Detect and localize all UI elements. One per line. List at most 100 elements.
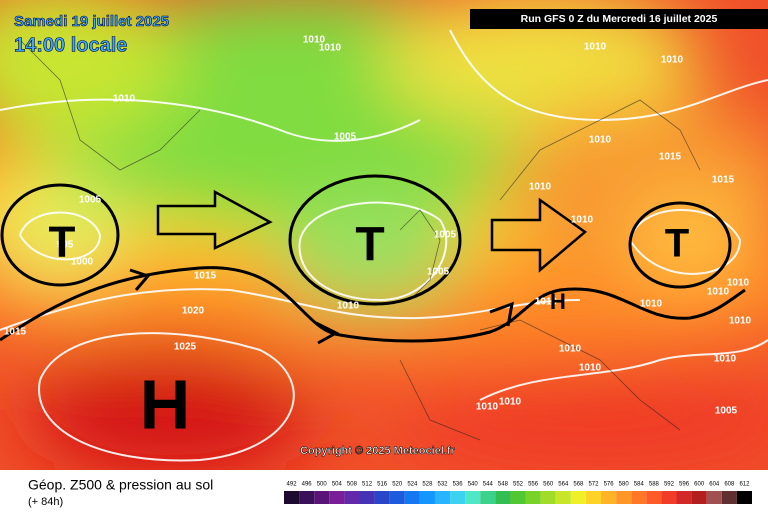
- legend-swatch: [465, 491, 481, 504]
- legend-label: 556: [528, 482, 539, 488]
- isobar-label: 1010: [640, 299, 663, 310]
- run-banner: [470, 9, 768, 29]
- legend-swatch: [676, 491, 692, 504]
- legend-swatch: [691, 491, 707, 504]
- footer-lead: (+ 84h): [28, 496, 63, 508]
- legend-label: 496: [302, 482, 313, 488]
- legend-swatch: [540, 491, 556, 504]
- legend-swatch: [344, 491, 360, 504]
- legend-label: 592: [664, 482, 675, 488]
- legend-label: 492: [287, 482, 298, 488]
- legend-label: 584: [634, 482, 645, 488]
- isobar-label: 1005: [715, 406, 738, 417]
- legend-label: 512: [362, 482, 373, 488]
- isobar-label: 1010: [535, 297, 558, 308]
- legend-label: 528: [422, 482, 433, 488]
- pressure-center: T: [355, 219, 384, 272]
- isobar-label: 1025: [174, 342, 197, 353]
- legend-label: 604: [709, 482, 720, 488]
- isobar-label: 1010: [589, 135, 612, 146]
- legend-swatch: [721, 491, 737, 504]
- legend-label: 572: [588, 482, 599, 488]
- isobar-label: 1005: [79, 195, 102, 206]
- legend-label: 520: [392, 482, 403, 488]
- legend-swatch: [570, 491, 586, 504]
- legend-swatch: [555, 491, 571, 504]
- isobar-label: 1010: [319, 43, 342, 54]
- legend-label: 552: [513, 482, 524, 488]
- isobar-label: 1005: [334, 132, 357, 143]
- isobar-label: 1010: [559, 344, 582, 355]
- isobar-label: 1015: [4, 327, 27, 338]
- legend-label: 560: [543, 482, 554, 488]
- isobar-label: 1005: [434, 230, 457, 241]
- legend-label: 516: [377, 482, 388, 488]
- isobar-label: 1010: [113, 94, 136, 105]
- pressure-center: H: [140, 365, 191, 443]
- legend-label: 608: [724, 482, 735, 488]
- legend-swatch: [419, 491, 435, 504]
- legend-swatch: [736, 491, 752, 504]
- time: 14:00 locale: [14, 34, 127, 56]
- isobar-label: 1010: [499, 397, 522, 408]
- legend-swatch: [601, 491, 617, 504]
- legend-swatch: [495, 491, 511, 504]
- legend-swatch: [510, 491, 526, 504]
- legend-swatch: [616, 491, 632, 504]
- legend-label: 596: [679, 482, 690, 488]
- legend-swatch: [646, 491, 662, 504]
- legend-label: 588: [649, 482, 660, 488]
- legend-label: 544: [483, 482, 494, 488]
- legend-label: 580: [619, 482, 630, 488]
- date: Samedi 19 juillet 2025: [14, 13, 169, 30]
- pressure-center: H: [550, 289, 566, 314]
- isobar-label: 1015: [712, 175, 735, 186]
- legend-swatch: [706, 491, 722, 504]
- isobar-label: 1010: [303, 35, 326, 46]
- isobar-label: 1010: [729, 316, 752, 327]
- legend-swatch: [329, 491, 345, 504]
- copyright: Copyright © 2025 Meteociel.fr: [300, 445, 456, 457]
- legend-swatch: [404, 491, 420, 504]
- legend-swatch: [585, 491, 602, 504]
- legend-label: 564: [558, 482, 569, 488]
- run-info: Run GFS 0 Z du Mercredi 16 juillet 2025: [521, 13, 718, 25]
- legend-label: 532: [438, 482, 449, 488]
- legend-swatch: [314, 491, 330, 504]
- isobar-label: 1010: [529, 182, 552, 193]
- legend-label: 568: [573, 482, 584, 488]
- legend-label: 540: [468, 482, 479, 488]
- map-field: [0, 0, 768, 470]
- isobar-label: 1010: [337, 301, 360, 312]
- legend-label: 548: [498, 482, 509, 488]
- legend-swatch: [525, 491, 541, 504]
- isobar-label: 1010: [476, 402, 499, 413]
- legend-swatch: [359, 491, 375, 504]
- isobar-label: 1020: [182, 306, 205, 317]
- isobar-label: 1000: [71, 257, 94, 268]
- isobar-label: 1010: [714, 354, 737, 365]
- legend-label: 576: [604, 482, 615, 488]
- isobar-label: 995: [57, 240, 74, 251]
- isobar-label: 1010: [571, 215, 594, 226]
- legend-swatch: [631, 491, 647, 504]
- legend-swatch: [661, 491, 677, 504]
- pressure-center: T: [665, 222, 689, 266]
- legend-swatch: [450, 491, 466, 504]
- legend-swatch: [284, 491, 300, 504]
- isobar-label: 1005: [427, 267, 450, 278]
- legend-swatch: [389, 491, 405, 504]
- isobar-label: 1010: [579, 363, 602, 374]
- footer-title: Géop. Z500 & pression au sol: [28, 477, 213, 493]
- isobar-label: 1015: [659, 152, 682, 163]
- legend-label: 500: [317, 482, 328, 488]
- legend-swatch: [434, 491, 451, 504]
- isobar-label: 1010: [727, 278, 750, 289]
- legend-label: 508: [347, 482, 358, 488]
- isobar-label: 1010: [584, 42, 607, 53]
- legend-label: 524: [407, 482, 418, 488]
- isobar-label: 1010: [707, 287, 730, 298]
- legend-swatch: [374, 491, 390, 504]
